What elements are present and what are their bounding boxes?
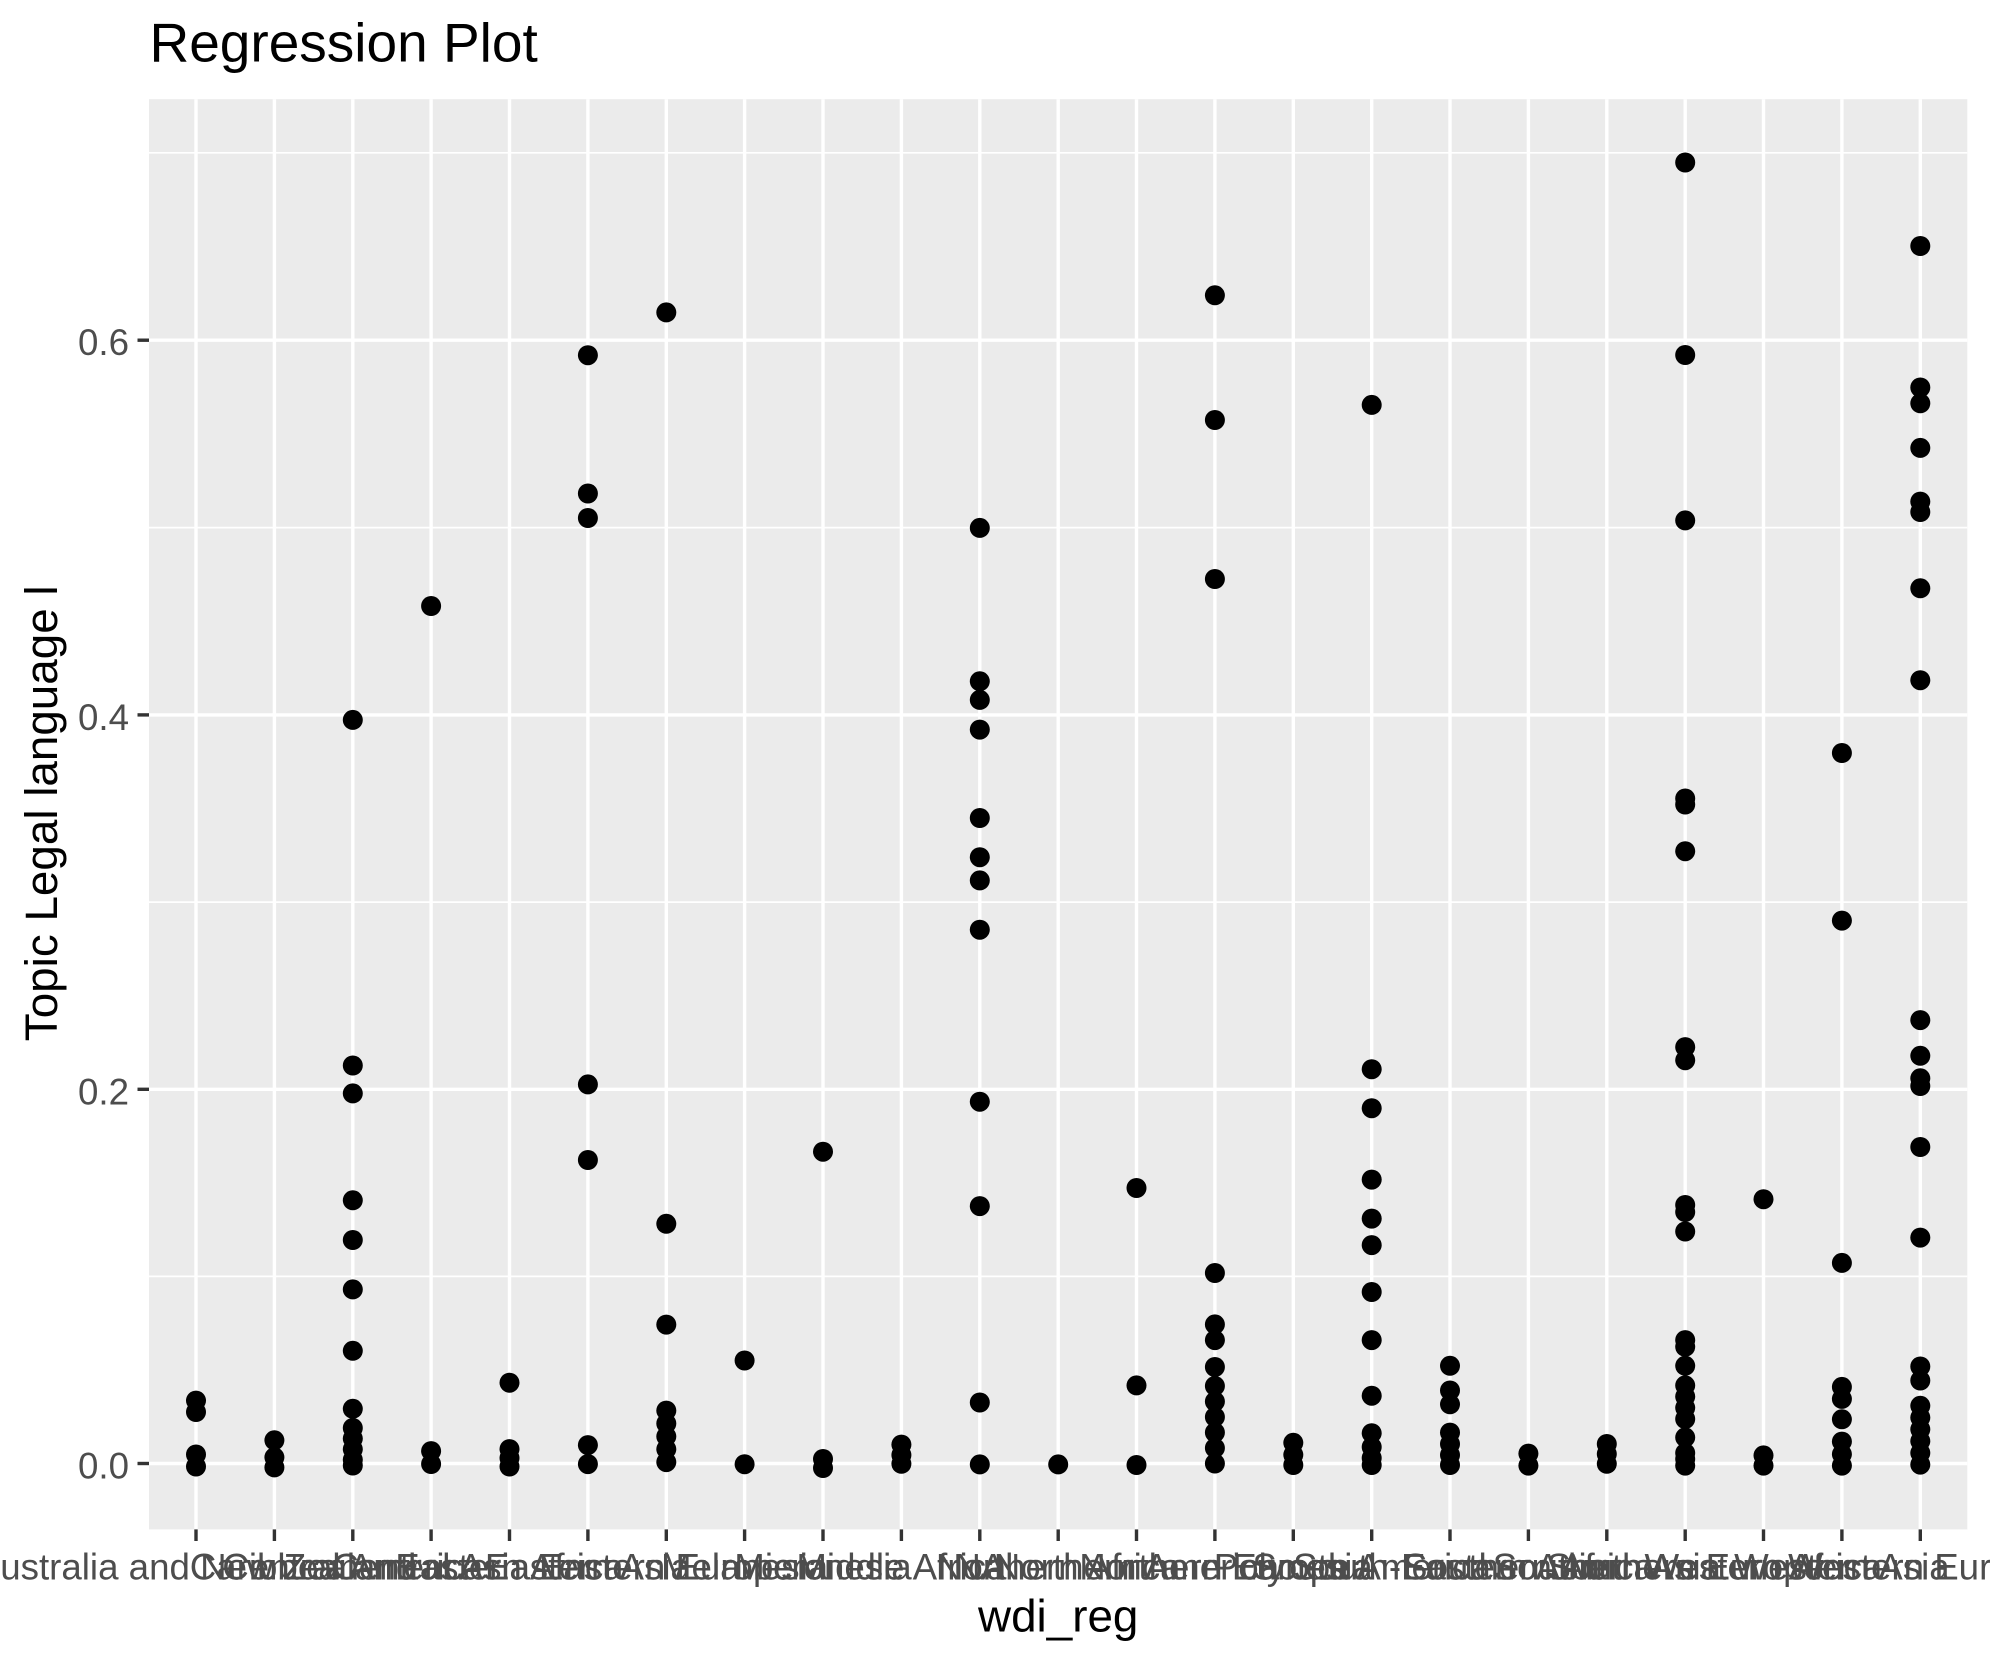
svg-text:0.4: 0.4 — [78, 697, 129, 738]
svg-text:Australia and New Zealand: Australia and New Zealand — [0, 1547, 416, 1588]
svg-text:Eastern Africa: Eastern Africa — [395, 1547, 624, 1588]
svg-text:Northern Africa: Northern Africa — [936, 1547, 1181, 1588]
svg-text:Southern Africa: Southern Africa — [1403, 1547, 1654, 1588]
svg-text:wdi_reg: wdi_reg — [977, 1590, 1138, 1641]
svg-text:Eastern Europe: Eastern Europe — [539, 1547, 794, 1588]
svg-text:Central Asia: Central Asia — [332, 1547, 530, 1588]
svg-text:Topic Legal language l: Topic Legal language l — [16, 585, 67, 1041]
svg-text:Northern America: Northern America — [994, 1547, 1280, 1588]
svg-text:0.6: 0.6 — [78, 322, 129, 363]
svg-text:Eastern Asia: Eastern Asia — [485, 1547, 692, 1588]
svg-text:NA: NA — [954, 1547, 1005, 1588]
svg-text:Southern Asia: Southern Asia — [1493, 1547, 1722, 1588]
svg-text:Polynesia: Polynesia — [1214, 1547, 1374, 1588]
svg-text:Western Europe: Western Europe — [1788, 1547, 1990, 1588]
svg-text:Western Asia: Western Asia — [1734, 1547, 1950, 1588]
svg-text:Melanesia: Melanesia — [661, 1547, 829, 1588]
svg-text:Micronesia: Micronesia — [734, 1547, 912, 1588]
svg-text:Southern Europe: Southern Europe — [1546, 1547, 1823, 1588]
svg-text:Caribbean: Caribbean — [190, 1547, 359, 1588]
svg-text:South-Eastern Asia: South-Eastern Asia — [1293, 1547, 1608, 1588]
svg-text:Northern Europe: Northern Europe — [1079, 1547, 1350, 1588]
svg-text:0.0: 0.0 — [78, 1446, 129, 1487]
svg-text:Middle Africa: Middle Africa — [796, 1547, 1007, 1588]
svg-text:South America: South America — [1252, 1547, 1491, 1588]
svg-text:Western Africa: Western Africa — [1645, 1547, 1883, 1588]
svg-text:0.2: 0.2 — [78, 1071, 129, 1112]
svg-text:Regression Plot: Regression Plot — [150, 12, 538, 74]
svg-text:Central America: Central America — [222, 1547, 484, 1588]
